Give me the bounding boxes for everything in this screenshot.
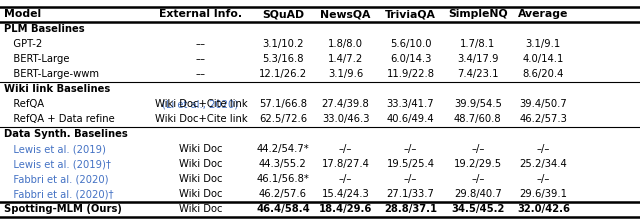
Text: Lewis et al. (2019)†: Lewis et al. (2019)†: [4, 159, 111, 169]
Text: GPT-2: GPT-2: [4, 39, 43, 49]
Text: 6.0/14.3: 6.0/14.3: [390, 54, 431, 64]
Text: 27.4/39.8: 27.4/39.8: [322, 99, 369, 109]
Text: –/–: –/–: [471, 174, 484, 184]
Text: 29.6/39.1: 29.6/39.1: [520, 189, 568, 199]
Text: 40.6/49.4: 40.6/49.4: [387, 114, 435, 124]
Text: SQuAD: SQuAD: [262, 9, 304, 19]
Text: TriviaQA: TriviaQA: [385, 9, 436, 19]
Text: –/–: –/–: [404, 144, 417, 154]
Text: 5.3/16.8: 5.3/16.8: [262, 54, 303, 64]
Text: 5.6/10.0: 5.6/10.0: [390, 39, 431, 49]
Text: SimpleNQ: SimpleNQ: [448, 9, 508, 19]
Text: 19.2/29.5: 19.2/29.5: [454, 159, 502, 169]
Text: PLM Baselines: PLM Baselines: [4, 24, 85, 34]
Text: 27.1/33.7: 27.1/33.7: [387, 189, 435, 199]
Text: 15.4/24.3: 15.4/24.3: [322, 189, 369, 199]
Text: 39.4/50.7: 39.4/50.7: [520, 99, 567, 109]
Text: 33.0/46.3: 33.0/46.3: [322, 114, 369, 124]
Text: 4.0/14.1: 4.0/14.1: [523, 54, 564, 64]
Text: BERT-Large-wwm: BERT-Large-wwm: [4, 69, 99, 79]
Text: 62.5/72.6: 62.5/72.6: [259, 114, 307, 124]
Text: 46.2/57.3: 46.2/57.3: [520, 114, 567, 124]
Text: NewsQA: NewsQA: [321, 9, 371, 19]
Text: Lewis et al. (2019): Lewis et al. (2019): [4, 144, 106, 154]
Text: External Info.: External Info.: [159, 9, 243, 19]
Text: 1.7/8.1: 1.7/8.1: [460, 39, 495, 49]
Text: 32.0/42.6: 32.0/42.6: [517, 204, 570, 214]
Text: 46.2/57.6: 46.2/57.6: [259, 189, 307, 199]
Text: 57.1/66.8: 57.1/66.8: [259, 99, 307, 109]
Text: Wiki Doc+Cite link: Wiki Doc+Cite link: [155, 114, 247, 124]
Text: 3.1/9.1: 3.1/9.1: [525, 39, 561, 49]
Text: Wiki Doc: Wiki Doc: [179, 159, 223, 169]
Text: 39.9/54.5: 39.9/54.5: [454, 99, 502, 109]
Text: Wiki Doc: Wiki Doc: [179, 144, 223, 154]
Text: –/–: –/–: [339, 174, 352, 184]
Text: 3.1/10.2: 3.1/10.2: [262, 39, 303, 49]
Text: 12.1/26.2: 12.1/26.2: [259, 69, 307, 79]
Text: 19.5/25.4: 19.5/25.4: [387, 159, 435, 169]
Text: 25.2/34.4: 25.2/34.4: [520, 159, 567, 169]
Text: Fabbri et al. (2020)†: Fabbri et al. (2020)†: [4, 189, 114, 199]
Text: 7.4/23.1: 7.4/23.1: [457, 69, 499, 79]
Text: Spotting-MLM (Ours): Spotting-MLM (Ours): [4, 204, 122, 214]
Text: –/–: –/–: [537, 144, 550, 154]
Text: 48.7/60.8: 48.7/60.8: [454, 114, 502, 124]
Text: 3.1/9.6: 3.1/9.6: [328, 69, 364, 79]
Text: 34.5/45.2: 34.5/45.2: [451, 204, 504, 214]
Text: ––: ––: [196, 54, 206, 64]
Text: 11.9/22.8: 11.9/22.8: [387, 69, 435, 79]
Text: Wiki Doc: Wiki Doc: [179, 174, 223, 184]
Text: –/–: –/–: [471, 144, 484, 154]
Text: –/–: –/–: [404, 174, 417, 184]
Text: 33.3/41.7: 33.3/41.7: [387, 99, 435, 109]
Text: 44.2/54.7*: 44.2/54.7*: [257, 144, 309, 154]
Text: –/–: –/–: [339, 144, 352, 154]
Text: 46.1/56.8*: 46.1/56.8*: [257, 174, 309, 184]
Text: Wiki Doc: Wiki Doc: [179, 189, 223, 199]
Text: 46.4/58.4: 46.4/58.4: [256, 204, 310, 214]
Text: Wiki Doc: Wiki Doc: [179, 204, 223, 214]
Text: 1.8/8.0: 1.8/8.0: [328, 39, 363, 49]
Text: 44.3/55.2: 44.3/55.2: [259, 159, 307, 169]
Text: Fabbri et al. (2020): Fabbri et al. (2020): [4, 174, 109, 184]
Text: 29.8/40.7: 29.8/40.7: [454, 189, 502, 199]
Text: Wiki link Baselines: Wiki link Baselines: [4, 84, 111, 94]
Text: ––: ––: [196, 69, 206, 79]
Text: BERT-Large: BERT-Large: [4, 54, 70, 64]
Text: RefQA: RefQA: [4, 99, 48, 109]
Text: ––: ––: [196, 39, 206, 49]
Text: (Li et al., 2020): (Li et al., 2020): [162, 99, 238, 109]
Text: RefQA + Data refine: RefQA + Data refine: [4, 114, 115, 124]
Text: 18.4/29.6: 18.4/29.6: [319, 204, 372, 214]
Text: Average: Average: [518, 9, 568, 19]
Text: 3.4/17.9: 3.4/17.9: [457, 54, 499, 64]
Text: –/–: –/–: [537, 174, 550, 184]
Text: Wiki Doc+Cite link: Wiki Doc+Cite link: [155, 99, 247, 109]
Text: 8.6/20.4: 8.6/20.4: [523, 69, 564, 79]
Text: Model: Model: [4, 9, 42, 19]
Text: 28.8/37.1: 28.8/37.1: [384, 204, 437, 214]
Text: 17.8/27.4: 17.8/27.4: [322, 159, 369, 169]
Text: Data Synth. Baselines: Data Synth. Baselines: [4, 129, 128, 139]
Text: 1.4/7.2: 1.4/7.2: [328, 54, 364, 64]
